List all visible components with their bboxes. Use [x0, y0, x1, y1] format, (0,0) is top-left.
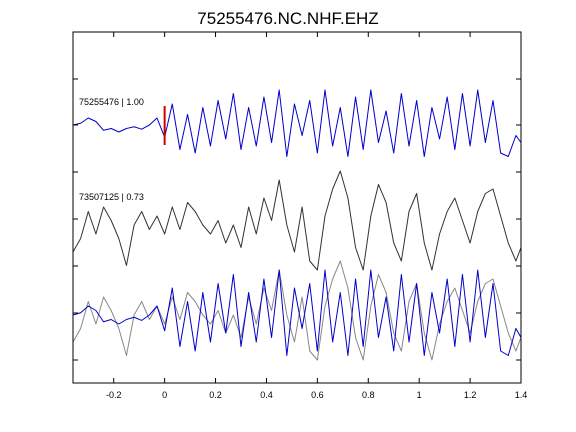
x-tick-label: -0.2 [106, 390, 122, 400]
x-axis-ticks: -0.2 0 0.2 0.4 0.6 0.8 1 1.2 1.4 [106, 32, 527, 400]
x-tick-label: 1.2 [464, 390, 477, 400]
trace-line-0 [72, 89, 522, 157]
trace-labels: 75255476 | 1.00 73507125 | 0.73 [79, 97, 144, 202]
x-tick-label: 0.2 [209, 390, 222, 400]
x-tick-label: 0.6 [311, 390, 324, 400]
plot-background [73, 32, 521, 383]
plot-frame [72, 31, 522, 384]
traces-group [72, 89, 522, 361]
plot-area: -0.2 0 0.2 0.4 0.6 0.8 1 1.2 1.4 [72, 31, 527, 400]
trace-line-2 [72, 269, 522, 356]
x-tick-label: 0.4 [260, 390, 273, 400]
trace-label-match: 73507125 | 0.73 [79, 192, 144, 202]
y-axis-ticks [73, 78, 521, 361]
chart-title: 75255476.NC.NHF.EHZ [197, 9, 378, 28]
x-tick-label: 1.4 [515, 390, 528, 400]
trace-line-1 [72, 170, 522, 271]
trace-label-reference: 75255476 | 1.00 [79, 97, 144, 107]
x-tick-label: 0.8 [362, 390, 375, 400]
x-tick-label: 1 [417, 390, 422, 400]
x-tick-label: 0 [162, 390, 167, 400]
